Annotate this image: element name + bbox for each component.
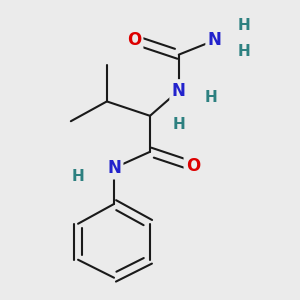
Text: H: H [205, 90, 217, 105]
Text: H: H [172, 117, 185, 132]
Text: O: O [186, 157, 200, 175]
Text: O: O [127, 31, 141, 49]
Text: H: H [237, 44, 250, 59]
Text: N: N [208, 31, 222, 49]
Text: N: N [172, 82, 186, 100]
Text: N: N [107, 159, 121, 177]
Text: H: H [72, 169, 84, 184]
Text: H: H [237, 18, 250, 33]
